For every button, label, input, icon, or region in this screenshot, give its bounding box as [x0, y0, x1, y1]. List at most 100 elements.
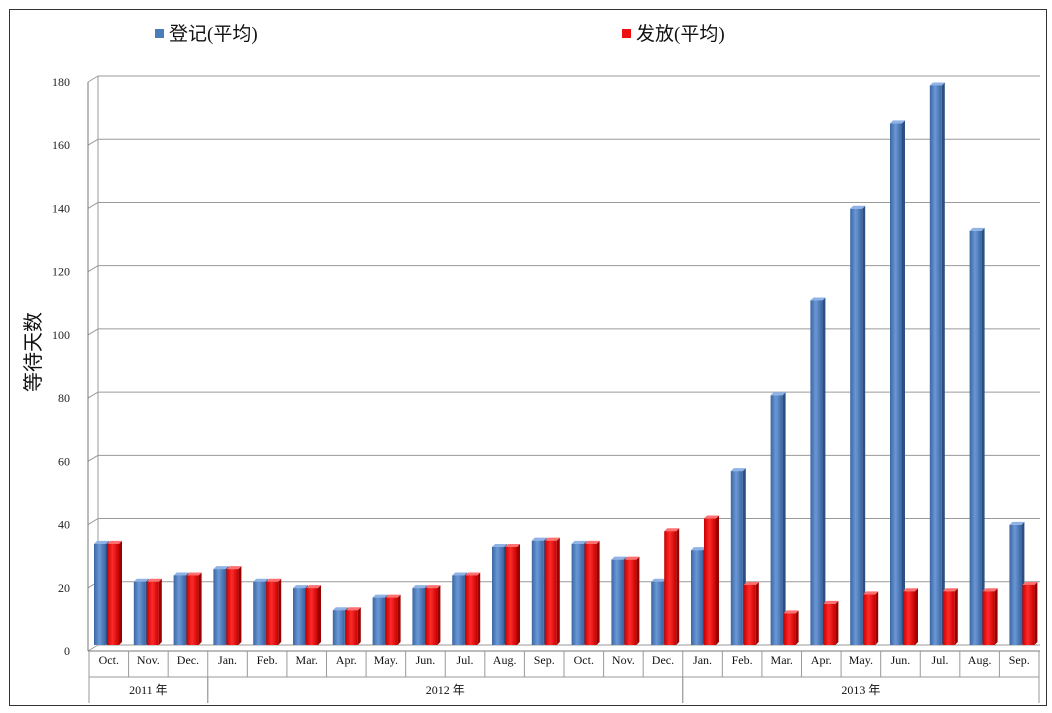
bar-front	[133, 581, 146, 645]
bar-registration	[452, 572, 468, 645]
bar-side	[397, 594, 401, 645]
bar-front	[903, 591, 915, 645]
x-group-label: 2011 年	[129, 683, 168, 697]
bar-side	[318, 585, 321, 645]
bar-issuance	[186, 572, 202, 645]
bar-front	[253, 581, 266, 645]
bar-front	[584, 543, 597, 645]
x-tick-label: Feb.	[257, 653, 278, 667]
bar-side	[795, 610, 799, 645]
bar-front	[743, 584, 756, 645]
bar-top	[929, 82, 945, 86]
bar-top	[584, 540, 600, 544]
bar-top	[213, 566, 229, 570]
bar-front	[890, 123, 902, 645]
bar-front	[94, 543, 106, 645]
bar-top	[412, 585, 428, 589]
bar-top	[770, 392, 786, 396]
bar-side	[238, 566, 242, 645]
bar-front	[651, 581, 664, 645]
y-tick-label: 140	[52, 201, 70, 215]
bar-registration	[372, 594, 388, 645]
bar-top	[293, 585, 308, 589]
bar-issuance	[942, 588, 958, 645]
bar-issuance	[982, 588, 998, 645]
bar-side	[357, 607, 361, 645]
legend: 登记(平均) 发放(平均)	[155, 23, 725, 45]
y-tick-label: 180	[52, 75, 70, 89]
bar-top	[704, 515, 719, 519]
bar-top	[1009, 521, 1025, 525]
bar-front	[226, 569, 239, 645]
bar-issuance	[345, 607, 361, 645]
bar-front	[730, 471, 743, 645]
y-axis-title: 等待天数	[22, 312, 45, 392]
legend-swatch	[155, 29, 164, 38]
bar-issuance	[783, 610, 799, 645]
bar-side	[437, 585, 441, 645]
bar-issuance	[306, 585, 321, 645]
x-tick-label: Mar.	[296, 653, 318, 667]
bar-front	[969, 230, 982, 645]
x-tick-label: Aug.	[968, 653, 992, 667]
bar-side	[755, 581, 759, 645]
bar-top	[903, 588, 918, 592]
bar-side	[941, 82, 945, 645]
y-axis: 0 20 40 60 80 100 120 140 160 180 等待天数	[22, 75, 99, 658]
bar-top	[664, 528, 680, 532]
bar-top	[492, 544, 507, 548]
bar-front	[425, 588, 438, 645]
bar-registration	[213, 566, 229, 645]
x-tick-label: Jul.	[932, 653, 949, 667]
bar-side	[477, 572, 481, 645]
y-tick-label: 80	[58, 391, 70, 405]
bar-front	[664, 531, 677, 645]
bar-front	[1009, 524, 1022, 645]
y-tick-label: 160	[52, 138, 70, 152]
bar-top	[107, 540, 122, 544]
bar-side	[782, 392, 786, 645]
bar-registration	[173, 572, 189, 645]
bars	[94, 82, 1038, 645]
y-tick-label: 20	[58, 581, 70, 595]
bar-issuance	[107, 540, 122, 645]
bar-issuance	[743, 581, 759, 645]
bar-front	[465, 575, 478, 645]
x-tick-label: Jan.	[218, 653, 237, 667]
x-tick-label: Aug.	[493, 653, 517, 667]
bar-registration	[810, 297, 826, 645]
bar-front	[146, 581, 159, 645]
bar-issuance	[1022, 581, 1038, 645]
x-tick-label: Nov.	[612, 653, 635, 667]
bar-front	[770, 395, 783, 645]
bar-issuance	[505, 544, 520, 645]
bar-registration	[850, 205, 866, 645]
bar-registration	[929, 82, 945, 645]
x-group-label: 2012 年	[426, 683, 465, 697]
bar-side	[822, 297, 826, 645]
bar-front	[345, 610, 358, 645]
bar-top	[730, 468, 746, 472]
bar-side	[676, 528, 680, 645]
bar-side	[556, 537, 560, 645]
bar-top	[823, 600, 839, 604]
bar-registration	[492, 544, 507, 645]
bar-registration	[332, 607, 348, 645]
bar-registration	[770, 392, 786, 645]
bar-front	[531, 540, 544, 645]
x-tick-label: Jan.	[693, 653, 712, 667]
x-tick-label: Dec.	[177, 653, 199, 667]
bar-top	[306, 585, 321, 589]
bar-front	[850, 208, 863, 645]
bar-top	[571, 540, 587, 544]
x-tick-label: Sep.	[534, 653, 555, 667]
x-tick-label: Mar.	[771, 653, 793, 667]
legend-label: 发放(平均)	[636, 23, 725, 45]
bar-side	[158, 578, 162, 645]
bar-front	[412, 588, 425, 645]
bar-registration	[691, 547, 706, 645]
gridline-slant	[87, 454, 99, 462]
bar-side	[1034, 581, 1038, 645]
x-tick-label: Dec.	[652, 653, 674, 667]
bar-top	[465, 572, 481, 576]
